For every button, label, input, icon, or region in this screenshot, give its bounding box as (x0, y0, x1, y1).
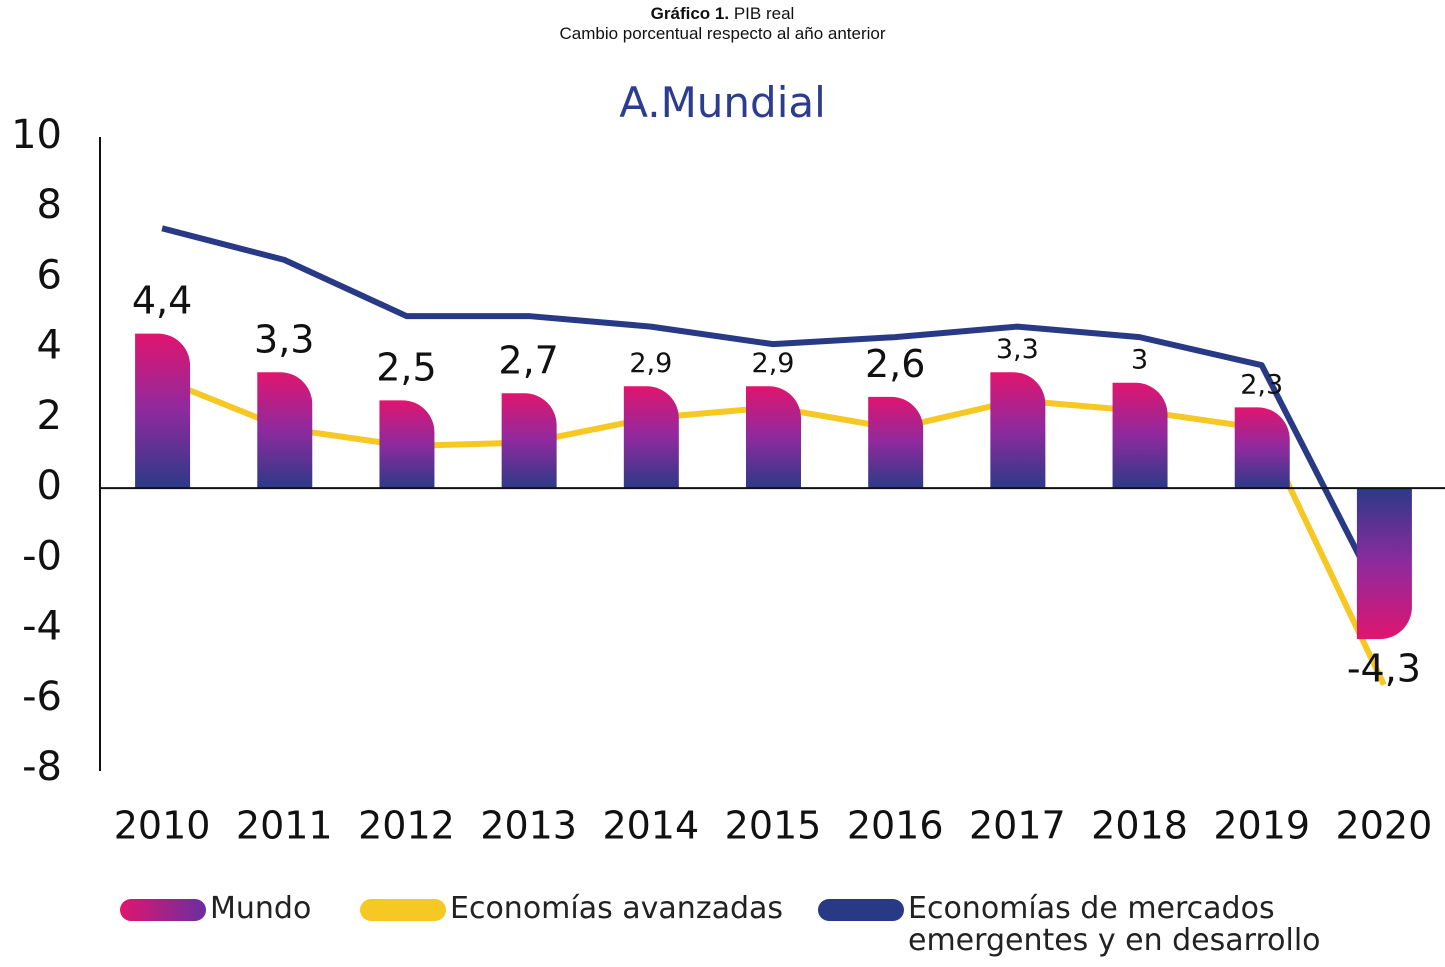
header: Gráfico 1. PIB real Cambio porcentual re… (0, 4, 1445, 44)
data-label: 2,9 (752, 348, 795, 379)
x-tick-label: 2013 (480, 804, 577, 848)
data-label: 3 (1131, 345, 1148, 376)
bar (1356, 488, 1412, 640)
line-series (161, 225, 1387, 606)
bar (379, 400, 435, 489)
bar (868, 396, 924, 489)
y-tick-label: 4 (37, 323, 62, 369)
x-tick-label: 2014 (602, 804, 699, 848)
panel-title: A.Mundial (619, 78, 826, 127)
legend-label: Mundo (210, 891, 312, 926)
x-tick-label: 2017 (969, 804, 1066, 848)
x-tick-label: 2015 (725, 804, 822, 848)
y-tick-label: -4 (22, 604, 62, 650)
bar (257, 372, 313, 489)
x-tick-label: 2010 (114, 804, 211, 848)
y-tick-label: 6 (37, 252, 62, 298)
data-label: 2,6 (865, 342, 925, 386)
title-prefix: Gráfico 1. (650, 4, 730, 23)
data-label: 2,7 (498, 338, 558, 382)
y-tick-label: -8 (22, 744, 62, 790)
bar (990, 372, 1046, 489)
legend-swatch (818, 899, 904, 921)
bar (501, 393, 557, 489)
x-tick-label: 2011 (236, 804, 333, 848)
data-label: 3,3 (996, 334, 1039, 365)
legend-label: Economías de mercados emergentes y en de… (908, 891, 1321, 958)
x-tick-label: 2019 (1213, 804, 1310, 848)
bar (1112, 382, 1168, 489)
legend-label: Economías avanzadas (450, 891, 784, 926)
x-tick-label: 2018 (1091, 804, 1188, 848)
data-label: 3,3 (254, 317, 314, 361)
subtitle: Cambio porcentual respecto al año anteri… (559, 24, 886, 43)
y-tick-label: -0 (22, 533, 62, 579)
y-tick-label: 0 (37, 463, 62, 509)
bar (1234, 407, 1290, 489)
legend-item: Economías avanzadas (360, 893, 783, 925)
legend-swatch (120, 899, 206, 921)
legend-item: Mundo (120, 893, 311, 925)
legend-swatch (360, 899, 446, 921)
x-tick-label: 2016 (847, 804, 944, 848)
y-tick-label: 2 (37, 393, 62, 439)
legend-item: Economías de mercados emergentes y en de… (818, 893, 1338, 957)
bar (746, 386, 801, 489)
x-tick-label: 2020 (1336, 804, 1433, 848)
y-tick-label: -6 (22, 674, 62, 720)
data-label: 2,9 (629, 348, 672, 379)
data-label: 2,5 (376, 345, 436, 389)
bar (135, 333, 191, 489)
y-tick-label: 10 (11, 112, 62, 158)
data-label: -4,3 (1347, 647, 1421, 691)
title-text: PIB real (733, 4, 795, 23)
y-tick-label: 8 (37, 182, 62, 228)
bar (623, 386, 679, 489)
data-label: 4,4 (132, 279, 192, 323)
x-tick-label: 2012 (358, 804, 455, 848)
title: Gráfico 1. PIB real (0, 4, 1445, 24)
data-label: 2,3 (1240, 369, 1283, 400)
